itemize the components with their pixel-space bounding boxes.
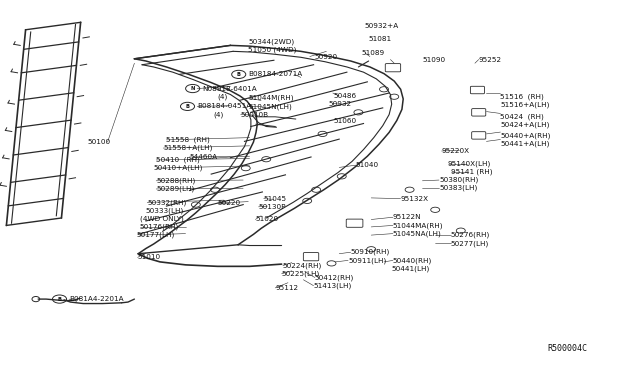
Text: 51089: 51089 xyxy=(362,50,385,56)
Text: 50220: 50220 xyxy=(218,200,241,206)
Text: 51413(LH): 51413(LH) xyxy=(314,282,352,289)
Text: 51558  (RH): 51558 (RH) xyxy=(166,137,210,143)
Text: 51516  (RH): 51516 (RH) xyxy=(500,93,544,100)
Text: 95220X: 95220X xyxy=(442,148,470,154)
Text: 50176(RH): 50176(RH) xyxy=(140,224,179,230)
Text: 50932: 50932 xyxy=(329,101,352,107)
Text: 95112: 95112 xyxy=(275,285,298,291)
Text: R500004C: R500004C xyxy=(548,344,588,353)
Text: 51050 (4WD): 51050 (4WD) xyxy=(248,46,297,53)
Text: (4): (4) xyxy=(218,93,228,100)
Text: 50380(RH): 50380(RH) xyxy=(439,177,478,183)
Text: 50412(RH): 50412(RH) xyxy=(315,274,354,281)
Text: 95141 (RH): 95141 (RH) xyxy=(451,169,492,175)
Text: 50177(LH): 50177(LH) xyxy=(137,232,175,238)
Text: B08184-0451A: B08184-0451A xyxy=(197,103,252,109)
Text: 51516+A(LH): 51516+A(LH) xyxy=(500,102,550,108)
Text: 50440+A(RH): 50440+A(RH) xyxy=(500,132,551,139)
Text: 51090: 51090 xyxy=(422,57,445,62)
Text: 50424  (RH): 50424 (RH) xyxy=(500,113,544,120)
Text: B081A4-2201A: B081A4-2201A xyxy=(69,296,124,302)
Text: 51044MA(RH): 51044MA(RH) xyxy=(393,222,444,229)
Text: 50333(LH): 50333(LH) xyxy=(146,207,184,214)
Text: 95252: 95252 xyxy=(479,57,502,63)
Text: (4): (4) xyxy=(213,111,223,118)
Text: 50225(LH): 50225(LH) xyxy=(282,270,320,277)
Text: 50332(RH): 50332(RH) xyxy=(147,199,186,206)
Text: 50911(LH): 50911(LH) xyxy=(348,257,387,264)
Text: N: N xyxy=(191,86,195,91)
Text: 50920: 50920 xyxy=(315,54,338,60)
Text: 50932+A: 50932+A xyxy=(365,23,399,29)
Text: 95140X(LH): 95140X(LH) xyxy=(448,160,492,167)
Text: B: B xyxy=(58,296,61,302)
Text: 50277(LH): 50277(LH) xyxy=(451,240,489,247)
Text: 51040: 51040 xyxy=(356,162,379,168)
Text: 50410+A(LH): 50410+A(LH) xyxy=(154,165,203,171)
Text: B: B xyxy=(186,104,189,109)
Text: 51045N(LH): 51045N(LH) xyxy=(248,103,292,110)
Text: 95132X: 95132X xyxy=(401,196,429,202)
Text: 95122N: 95122N xyxy=(393,214,422,220)
Text: 51020: 51020 xyxy=(255,217,278,222)
Text: 50276(RH): 50276(RH) xyxy=(451,232,490,238)
Text: 50288(RH): 50288(RH) xyxy=(156,177,195,184)
Text: 50383(LH): 50383(LH) xyxy=(439,185,477,192)
Text: 50344(2WD): 50344(2WD) xyxy=(248,38,294,45)
Text: 50289(LH): 50289(LH) xyxy=(156,186,195,192)
Text: N08918-6401A: N08918-6401A xyxy=(202,86,257,92)
Text: 51558+A(LH): 51558+A(LH) xyxy=(163,145,212,151)
Text: 50100: 50100 xyxy=(87,139,110,145)
Text: 50410  (RH): 50410 (RH) xyxy=(156,157,200,163)
Text: 54460A: 54460A xyxy=(189,154,218,160)
Text: 51060: 51060 xyxy=(333,118,356,124)
Text: 50424+A(LH): 50424+A(LH) xyxy=(500,122,550,128)
Text: 50910(RH): 50910(RH) xyxy=(351,249,390,256)
Text: 51045: 51045 xyxy=(264,196,287,202)
Text: 50440(RH): 50440(RH) xyxy=(393,257,432,264)
Text: 51045NA(LH): 51045NA(LH) xyxy=(393,230,442,237)
Text: 50010B: 50010B xyxy=(241,112,269,118)
Text: 51010: 51010 xyxy=(138,254,161,260)
Text: (4WD ONLY): (4WD ONLY) xyxy=(140,215,183,222)
Text: B: B xyxy=(237,72,241,77)
Text: 50130P: 50130P xyxy=(259,204,286,210)
Text: 50486: 50486 xyxy=(333,93,356,99)
Text: 50441(LH): 50441(LH) xyxy=(391,265,429,272)
Text: B08184-2071A: B08184-2071A xyxy=(248,71,303,77)
Text: 50441+A(LH): 50441+A(LH) xyxy=(500,140,550,147)
Text: 51044M(RH): 51044M(RH) xyxy=(248,95,294,102)
Text: 51081: 51081 xyxy=(368,36,391,42)
Text: 50224(RH): 50224(RH) xyxy=(283,262,322,269)
